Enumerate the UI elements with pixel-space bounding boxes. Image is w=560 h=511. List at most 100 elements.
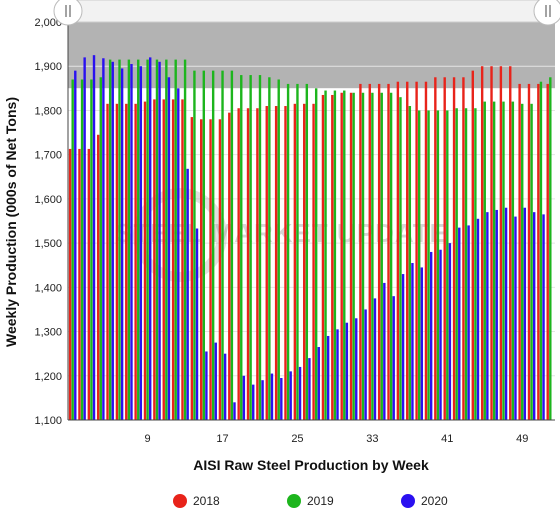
bar-2018-week-26[interactable] (303, 103, 306, 420)
bar-2018-week-22[interactable] (265, 106, 268, 420)
bar-2019-week-10[interactable] (155, 59, 159, 420)
bar-2020-week-3[interactable] (92, 55, 96, 420)
bar-2019-week-49[interactable] (521, 103, 524, 420)
range-slider[interactable] (53, 0, 560, 26)
bar-2020-week-28[interactable] (326, 335, 330, 420)
bar-2020-week-48[interactable] (514, 216, 517, 420)
bar-2020-week-36[interactable] (401, 274, 405, 420)
bar-2018-week-21[interactable] (256, 108, 259, 420)
bar-2018-week-24[interactable] (284, 106, 287, 420)
bar-2018-week-35[interactable] (387, 83, 390, 420)
bar-2019-week-3[interactable] (90, 79, 93, 420)
bar-2020-week-12[interactable] (177, 88, 180, 420)
bar-2020-week-8[interactable] (139, 66, 143, 420)
bar-2019-week-47[interactable] (502, 101, 505, 420)
bar-2019-week-41[interactable] (446, 110, 449, 420)
bar-2019-week-46[interactable] (492, 101, 496, 420)
bar-2019-week-27[interactable] (314, 88, 318, 420)
bar-2018-week-32[interactable] (359, 83, 362, 420)
bar-2019-week-25[interactable] (296, 83, 299, 420)
bar-2020-week-14[interactable] (195, 228, 199, 420)
bar-2019-week-52[interactable] (549, 77, 552, 420)
bar-2019-week-33[interactable] (371, 92, 374, 420)
bar-2018-week-48[interactable] (509, 66, 512, 420)
bar-2020-week-47[interactable] (504, 207, 508, 420)
bar-2019-week-36[interactable] (399, 97, 402, 420)
bar-2018-week-6[interactable] (115, 103, 119, 420)
bar-2020-week-21[interactable] (261, 380, 264, 420)
bar-2018-week-29[interactable] (331, 94, 334, 420)
bar-2018-week-25[interactable] (293, 103, 297, 420)
bar-2018-week-14[interactable] (190, 117, 194, 420)
bar-2020-week-6[interactable] (120, 68, 124, 420)
bar-2020-week-23[interactable] (280, 377, 283, 420)
bar-2020-week-19[interactable] (242, 375, 246, 420)
bar-2018-week-10[interactable] (153, 99, 156, 420)
bar-2020-week-45[interactable] (486, 212, 489, 420)
bar-2019-week-15[interactable] (202, 70, 205, 420)
bar-2018-week-9[interactable] (143, 101, 147, 420)
bar-2018-week-37[interactable] (406, 81, 409, 420)
legend-item-2019[interactable]: 2019 (287, 494, 334, 508)
bar-2020-week-2[interactable] (83, 57, 86, 420)
bar-2019-week-17[interactable] (221, 70, 224, 420)
range-slider-track[interactable] (67, 0, 556, 23)
bar-2018-week-11[interactable] (162, 99, 165, 420)
bar-2020-week-24[interactable] (289, 371, 292, 420)
bar-2018-week-17[interactable] (218, 119, 222, 420)
bar-2018-week-30[interactable] (340, 92, 343, 420)
bar-2019-week-39[interactable] (427, 110, 430, 420)
bar-2018-week-8[interactable] (134, 103, 137, 420)
bar-2019-week-19[interactable] (240, 75, 243, 420)
bar-2018-week-20[interactable] (246, 108, 250, 420)
bar-2018-week-15[interactable] (200, 119, 203, 420)
bar-2019-week-4[interactable] (99, 77, 102, 420)
bar-2020-week-27[interactable] (317, 347, 320, 420)
range-slider-right-handle[interactable] (533, 0, 560, 26)
bar-2018-week-39[interactable] (424, 81, 428, 420)
bar-2020-week-38[interactable] (420, 267, 423, 420)
bar-2018-week-52[interactable] (546, 83, 549, 420)
bar-2018-week-27[interactable] (312, 103, 315, 420)
bar-2018-week-28[interactable] (321, 94, 325, 420)
bar-2018-week-33[interactable] (368, 83, 371, 420)
bar-2019-week-6[interactable] (118, 59, 121, 420)
bar-2019-week-24[interactable] (286, 83, 290, 420)
bar-2019-week-34[interactable] (380, 92, 383, 420)
bar-2020-week-25[interactable] (298, 366, 302, 420)
bar-2019-week-40[interactable] (436, 110, 440, 420)
bar-2018-week-36[interactable] (396, 81, 400, 420)
bar-2020-week-41[interactable] (448, 243, 452, 420)
bar-2019-week-8[interactable] (137, 59, 140, 420)
bar-2020-week-16[interactable] (214, 342, 217, 420)
bar-2020-week-34[interactable] (383, 282, 386, 420)
bar-2020-week-37[interactable] (411, 263, 414, 420)
bar-2020-week-51[interactable] (542, 214, 545, 420)
bar-2020-week-18[interactable] (233, 402, 236, 420)
bar-2020-week-11[interactable] (167, 77, 171, 420)
bar-2019-week-42[interactable] (455, 108, 458, 420)
bar-2019-week-43[interactable] (464, 108, 468, 420)
bar-2018-week-44[interactable] (471, 70, 474, 420)
legend-item-2020[interactable]: 2020 (401, 494, 448, 508)
bar-2018-week-1[interactable] (68, 148, 72, 420)
bar-2020-week-4[interactable] (102, 58, 105, 420)
bar-2020-week-10[interactable] (158, 61, 161, 420)
bar-2019-week-20[interactable] (249, 75, 252, 420)
bar-2020-week-26[interactable] (308, 358, 311, 420)
bar-2019-week-13[interactable] (183, 59, 187, 420)
bar-2019-week-44[interactable] (474, 108, 477, 420)
bar-2018-week-45[interactable] (480, 66, 484, 420)
bar-2019-week-29[interactable] (333, 90, 337, 420)
bar-2020-week-43[interactable] (467, 225, 470, 420)
legend-item-2018[interactable]: 2018 (173, 494, 220, 508)
bar-2019-week-48[interactable] (511, 101, 515, 420)
bar-2018-week-50[interactable] (527, 83, 531, 420)
bar-2018-week-12[interactable] (171, 99, 175, 420)
bar-2018-week-46[interactable] (490, 66, 493, 420)
bar-2019-week-32[interactable] (361, 92, 365, 420)
bar-2019-week-31[interactable] (352, 92, 355, 420)
bar-2018-week-40[interactable] (434, 77, 437, 420)
bar-2020-week-39[interactable] (429, 251, 433, 420)
bar-2020-week-15[interactable] (205, 351, 208, 420)
